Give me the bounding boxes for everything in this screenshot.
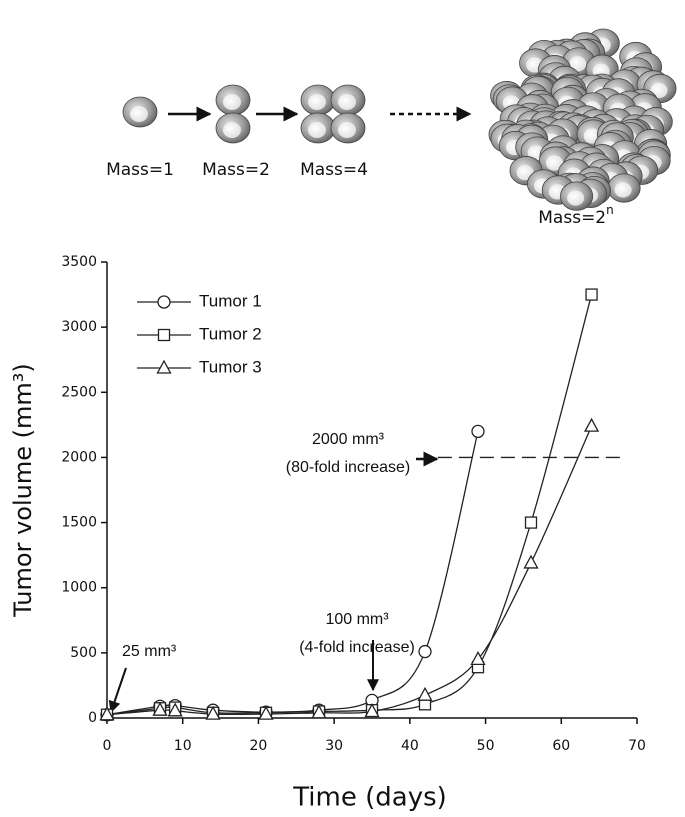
point: [470, 651, 486, 666]
point: [258, 705, 274, 720]
x-tick-label: 10: [174, 738, 192, 754]
legend-label: Tumor 1: [199, 291, 262, 310]
mass-label-base: Mass=2: [538, 208, 606, 228]
point: [152, 701, 168, 716]
cell-highlight: [545, 155, 564, 171]
point: [583, 417, 600, 432]
legend-marker: [157, 295, 171, 309]
y-tick-label: 2000: [61, 449, 97, 465]
annotation: 2000 mm³: [312, 431, 385, 448]
legend-label: Tumor 2: [199, 324, 262, 343]
x-tick-label: 40: [401, 738, 419, 754]
point: [585, 288, 598, 301]
x-tick-label: 70: [628, 738, 646, 754]
point: [99, 706, 115, 721]
point: [205, 705, 221, 720]
y-tick-label: 500: [70, 645, 97, 661]
legend-label: Tumor 3: [199, 357, 262, 376]
x-axis-label: Time (days): [292, 783, 447, 813]
cell-highlight: [130, 106, 148, 122]
x-tick-label: 50: [477, 738, 495, 754]
x-tick-label: 30: [325, 738, 343, 754]
y-axis-label: Tumor volume (mm³): [9, 363, 37, 617]
point: [167, 702, 183, 717]
cell-highlight: [338, 122, 356, 138]
y-tick-label: 0: [88, 710, 97, 726]
axes: Time (days) Tumor volume (mm³) 25 mm³ 10…: [9, 363, 447, 812]
legend-marker: [156, 359, 172, 374]
point: [417, 686, 433, 701]
mass-label: Mass=4: [300, 160, 368, 180]
point: [523, 554, 539, 569]
annotation: (80-fold increase): [286, 459, 411, 476]
point: [311, 704, 327, 719]
y-tick-label: 1000: [61, 580, 97, 596]
arrow: [108, 667, 127, 714]
point: [524, 516, 538, 529]
mass-label: Mass=2: [202, 160, 270, 180]
cell-highlight: [223, 94, 241, 110]
mass-label: Mass=2n: [538, 203, 613, 229]
legend-marker: [157, 328, 171, 342]
cell-highlight: [223, 122, 241, 138]
y-tick-label: 2500: [61, 384, 97, 400]
cell-highlight: [308, 94, 326, 110]
y-tick-label: 3500: [61, 254, 97, 270]
annotation: (4-fold increase): [299, 639, 415, 656]
annotation: 25 mm³: [122, 643, 177, 660]
cell-highlight: [614, 182, 632, 198]
point: [418, 644, 432, 659]
x-tick-label: 60: [552, 738, 570, 754]
cell-highlight: [567, 190, 585, 206]
y-tick-label: 3000: [61, 319, 97, 335]
cell-highlight: [338, 94, 356, 110]
x-tick-label: 20: [250, 738, 268, 754]
cell-highlight: [650, 82, 668, 98]
mass-label: Mass=1: [106, 160, 174, 180]
annotation: 100 mm³: [325, 611, 389, 628]
cell-highlight: [308, 122, 326, 138]
y-tick-label: 1500: [61, 515, 97, 531]
mass-diagram: Mass=1 Mass=2 Mass=4 Mass=2n: [106, 28, 677, 229]
cell-highlight: [569, 56, 587, 72]
x-tick-label: 0: [103, 738, 112, 754]
point: [364, 703, 380, 718]
mass-label-exponent: n: [606, 203, 614, 217]
point: [471, 424, 485, 439]
